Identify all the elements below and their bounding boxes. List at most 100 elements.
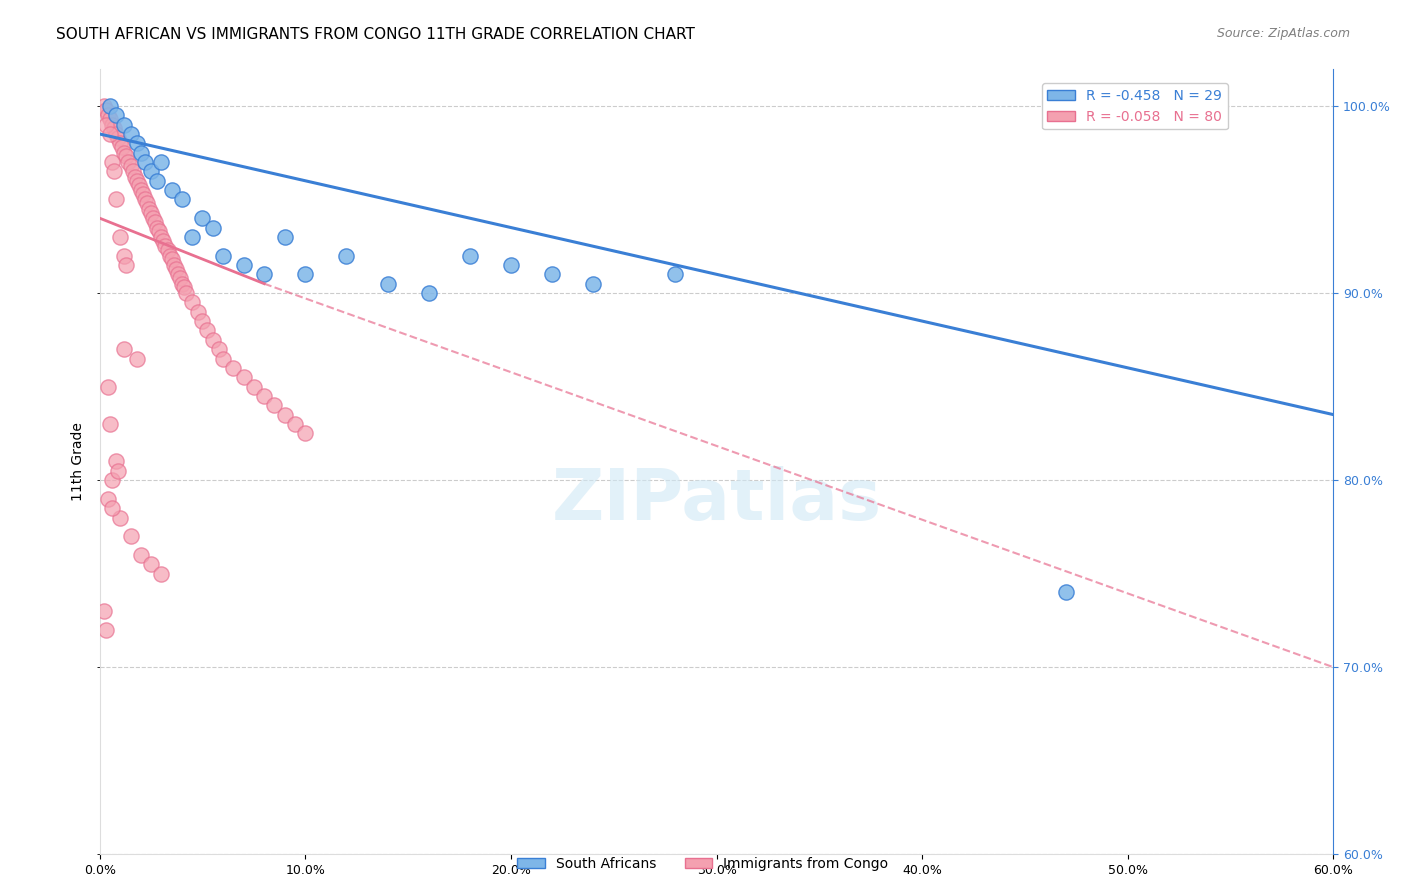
Point [98,417,121,431]
Point [115,258,138,272]
Point [274,408,297,422]
Point [169,271,191,285]
Point [110,136,132,151]
Point [263,398,285,412]
Legend: South Africans, Immigrants from Congo: South Africans, Immigrants from Congo [512,851,894,876]
Point [143,215,166,229]
Point [208,342,231,356]
Point [191,211,214,226]
Point [94,103,117,117]
Point [156,243,179,257]
Point [195,323,218,337]
Point [201,220,224,235]
Point [101,473,124,487]
Text: ZIPatlas: ZIPatlas [551,467,882,535]
Point [125,351,148,366]
Point [97,108,120,122]
Point [121,164,143,178]
Point [129,183,152,197]
Point [94,118,117,132]
Point [148,224,170,238]
Point [110,230,132,244]
Point [111,140,134,154]
Point [139,558,162,572]
Point [253,268,276,282]
Point [499,258,522,272]
Point [458,249,481,263]
Point [212,351,235,366]
Point [120,127,142,141]
Point [146,220,169,235]
Point [181,230,204,244]
Point [101,118,124,132]
Y-axis label: 11th Grade: 11th Grade [72,422,86,500]
Point [155,239,177,253]
Point [117,155,139,169]
Point [541,268,564,282]
Point [253,389,276,403]
Point [222,360,245,375]
Point [105,454,128,468]
Point [120,529,142,543]
Point [294,426,316,441]
Point [166,268,188,282]
Point [170,277,193,291]
Point [165,261,187,276]
Point [125,174,148,188]
Point [181,295,204,310]
Point [284,417,307,431]
Point [139,205,162,219]
Point [173,280,195,294]
Point [232,258,254,272]
Point [150,230,173,244]
Point [98,99,121,113]
Point [103,164,125,178]
Point [160,183,183,197]
Point [103,121,125,136]
Point [112,249,135,263]
Point [124,169,146,184]
Point [163,258,186,272]
Point [138,202,160,216]
Point [93,604,115,618]
Point [664,268,686,282]
Point [170,193,193,207]
Point [105,127,128,141]
Point [243,379,266,393]
Point [160,252,183,267]
Point [107,464,129,478]
Point [97,491,120,506]
Point [129,145,152,160]
Point [134,193,156,207]
Point [97,379,120,393]
Point [274,230,297,244]
Text: Source: ZipAtlas.com: Source: ZipAtlas.com [1216,27,1350,40]
Point [110,510,132,524]
Point [146,174,169,188]
Point [418,286,440,301]
Point [112,145,135,160]
Point [101,155,124,169]
Point [129,548,152,562]
Point [152,234,174,248]
Point [115,149,138,163]
Point [132,186,155,201]
Point [105,108,128,122]
Point [93,99,115,113]
Point [150,566,173,581]
Point [212,249,235,263]
Point [128,178,150,192]
Point [187,304,209,318]
Point [142,211,165,226]
Point [159,249,181,263]
Point [112,118,135,132]
Point [94,623,117,637]
Point [335,249,357,263]
Point [294,268,316,282]
Point [377,277,399,291]
Point [201,333,224,347]
Point [125,136,148,151]
Point [174,286,197,301]
Point [105,193,128,207]
Point [139,164,162,178]
